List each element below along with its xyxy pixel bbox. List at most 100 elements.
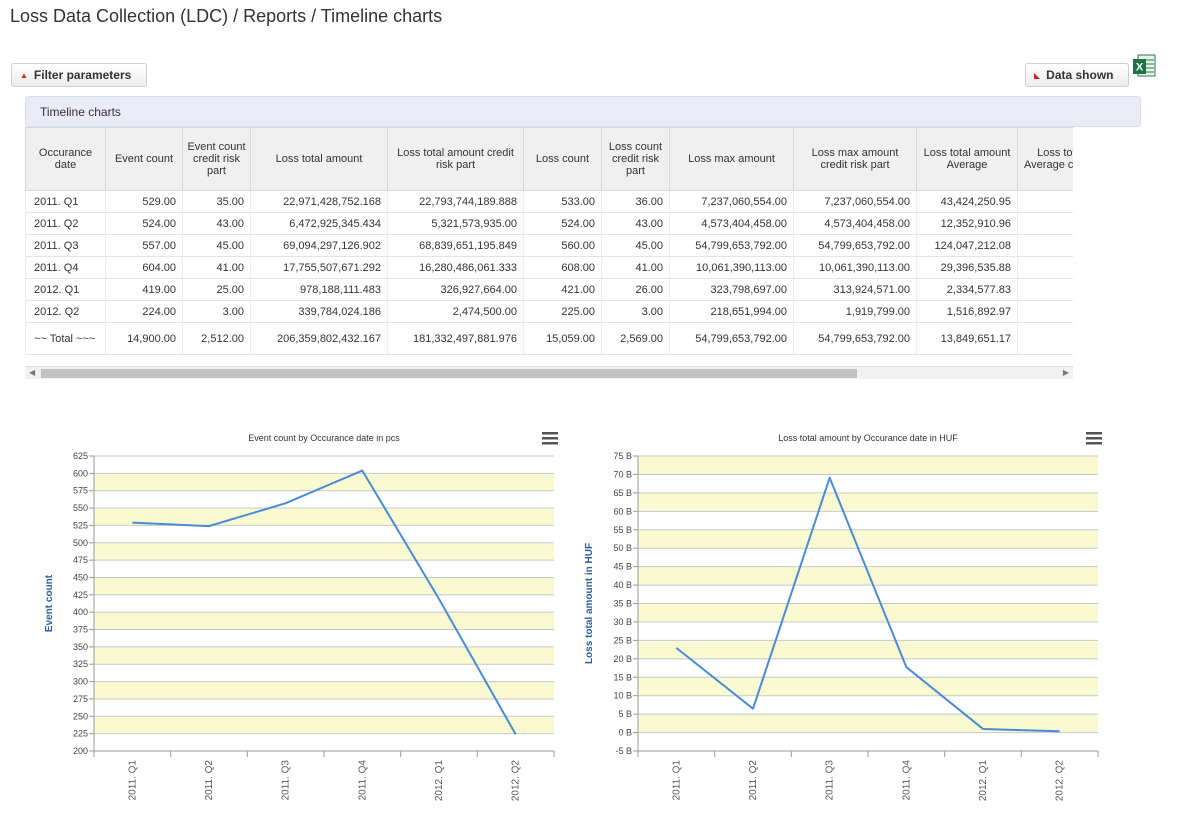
table-cell: 533.00 xyxy=(523,190,602,213)
column-header[interactable]: Loss max amount credit risk part xyxy=(793,127,917,191)
timeline-charts-panel-header: Timeline charts xyxy=(25,96,1141,127)
table-cell: 339,784,024.186 xyxy=(250,300,388,323)
column-header[interactable]: Loss count credit risk part xyxy=(601,127,670,191)
table-cell: 14,900.00 xyxy=(105,322,183,355)
x-tick-label: 2012. Q2 xyxy=(1055,760,1066,802)
column-header[interactable]: Loss count xyxy=(523,127,602,191)
table-cell: 41.00 xyxy=(182,256,251,279)
column-header[interactable]: Loss total amount Average xyxy=(916,127,1018,191)
y-tick-label: 550 xyxy=(73,503,88,513)
breadcrumb: Loss Data Collection (LDC) / Reports / T… xyxy=(10,6,443,26)
y-tick-label: 60 B xyxy=(613,506,632,516)
table-cell: 2,512.00 xyxy=(182,322,251,355)
table-cell: 54,799,653,792.00 xyxy=(669,234,794,257)
excel-icon[interactable]: X xyxy=(1132,54,1156,78)
table-cell: 1,919,799.00 xyxy=(793,300,917,323)
table-row: 2011. Q4 604.00 41.00 17,755,507,671.292 16,… xyxy=(25,256,1073,279)
table-cell: 6,472,925,345.434 xyxy=(250,212,388,235)
table-cell: 2011. Q4 xyxy=(25,256,106,279)
data-shown-button[interactable]: ◣ Data shown xyxy=(1025,63,1129,87)
table-row: 2011. Q2 524.00 43.00 6,472,925,345.434 5,32… xyxy=(25,212,1073,235)
table-cell: 8 xyxy=(1017,300,1073,323)
series-line xyxy=(132,469,517,735)
y-tick-label: 425 xyxy=(73,590,88,600)
table-row: 2012. Q1 419.00 25.00 978,188,111.483 326,92… xyxy=(25,278,1073,301)
column-header[interactable]: Loss max amount xyxy=(669,127,794,191)
table-cell: 224.00 xyxy=(105,300,183,323)
y-tick-label: 575 xyxy=(73,486,88,496)
table-cell: 4,573,404,458.00 xyxy=(669,212,794,235)
y-tick-label: 10 B xyxy=(613,691,632,701)
column-header[interactable]: Loss total amount credit risk part xyxy=(387,127,524,191)
y-tick-label: 475 xyxy=(73,555,88,565)
y-tick-label: 350 xyxy=(73,642,88,652)
plot-band xyxy=(94,646,554,665)
y-axis-title: Event count xyxy=(44,574,55,632)
table-cell: 1,516,892.97 xyxy=(916,300,1018,323)
table-cell: 17,755,507,671.292 xyxy=(250,256,388,279)
hamburger-menu-icon[interactable] xyxy=(1086,432,1102,445)
x-tick-label: 2012. Q1 xyxy=(978,760,989,802)
table-cell: 2012. Q1 xyxy=(25,278,106,301)
scroll-left-icon[interactable]: ◀ xyxy=(29,368,36,377)
table-cell: 2011. Q1 xyxy=(25,190,106,213)
horizontal-scrollbar[interactable]: ◀ ▶ xyxy=(25,366,1073,379)
y-tick-label: 500 xyxy=(73,538,88,548)
table-cell: 22,971,428,752.168 xyxy=(250,190,388,213)
table-cell: 36.00 xyxy=(601,190,670,213)
y-tick-label: 225 xyxy=(73,729,88,739)
y-tick-label: -5 B xyxy=(615,746,632,756)
plot-band xyxy=(638,640,1098,659)
y-tick-label: 40 B xyxy=(613,580,632,590)
column-header[interactable]: Event count xyxy=(105,127,183,191)
y-tick-label: 70 B xyxy=(613,469,632,479)
column-header[interactable]: Loss total amount xyxy=(250,127,388,191)
x-tick-label: 2011. Q4 xyxy=(901,760,912,801)
filter-parameters-button[interactable]: ▲ Filter parameters xyxy=(11,63,147,87)
x-tick-label: 2011. Q3 xyxy=(825,760,836,801)
column-header[interactable]: Event count credit risk part xyxy=(182,127,251,191)
plot-band xyxy=(94,508,554,526)
table-cell: 43,424,250.95 xyxy=(916,190,1018,213)
table-cell: 557.00 xyxy=(105,234,183,257)
y-tick-label: 250 xyxy=(73,711,88,721)
column-header[interactable]: Loss total amount Average credit risk pa… xyxy=(1017,127,1073,191)
x-tick-label: 2012. Q1 xyxy=(434,760,445,802)
column-header[interactable]: Occurance date xyxy=(25,127,106,191)
scroll-right-icon[interactable]: ▶ xyxy=(1062,368,1069,377)
triangle-up-icon: ▲ xyxy=(20,70,28,80)
y-tick-label: 400 xyxy=(73,607,88,617)
panel-title: Timeline charts xyxy=(40,105,121,119)
table-cell: 54,799,653,792.00 xyxy=(793,322,917,355)
plot-band xyxy=(638,566,1098,586)
table-cell: 2012. Q2 xyxy=(25,300,106,323)
y-tick-label: 30 B xyxy=(613,617,632,627)
plot-band xyxy=(94,716,554,734)
y-tick-label: 325 xyxy=(73,659,88,669)
y-tick-label: 55 B xyxy=(613,525,632,535)
table-cell: 54,799,653,792.00 xyxy=(669,322,794,355)
table-cell: 45.00 xyxy=(601,234,670,257)
y-tick-label: 525 xyxy=(73,520,88,530)
hamburger-menu-icon[interactable] xyxy=(542,432,558,445)
plot-band xyxy=(638,492,1098,512)
table-cell: 608.00 xyxy=(523,256,602,279)
table-cell: 29,396,535.88 xyxy=(916,256,1018,279)
table-cell: 978,188,111.483 xyxy=(250,278,388,301)
table-cell: 2,474,500.00 xyxy=(387,300,524,323)
filter-parameters-label: Filter parameters xyxy=(33,68,132,82)
table-cell: 10,061,390,113.00 xyxy=(793,256,917,279)
plot-band xyxy=(638,603,1098,622)
y-axis-title: Loss total amount in HUF xyxy=(584,543,595,664)
y-tick-label: 0 B xyxy=(618,728,632,738)
table-cell: 43.00 xyxy=(601,212,670,235)
scrollbar-thumb[interactable] xyxy=(41,369,857,378)
y-tick-label: 35 B xyxy=(613,599,632,609)
plot-band xyxy=(94,681,554,699)
table-cell: 68,839,651,195.849 xyxy=(387,234,524,257)
table-cell: 524.00 xyxy=(523,212,602,235)
table-cell: 218,651,994.00 xyxy=(669,300,794,323)
total-row: ~~ Total ~~~ 14,900.00 2,512.00 206,359,802… xyxy=(25,322,1073,355)
table-row: 2011. Q3 557.00 45.00 69,094,297,126.902 68,… xyxy=(25,234,1073,257)
table-cell: 206,359,802,432.167 xyxy=(250,322,388,355)
